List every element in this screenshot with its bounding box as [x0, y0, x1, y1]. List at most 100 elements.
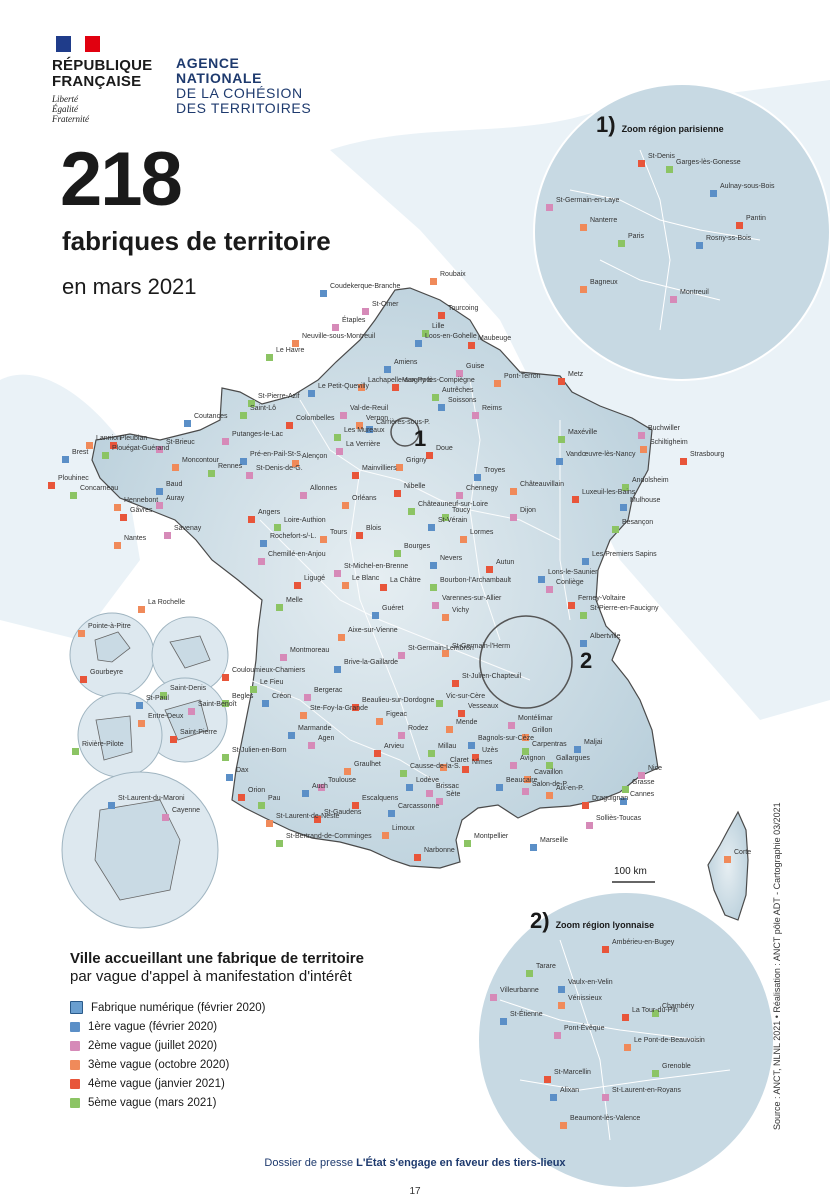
- city-marker: [138, 720, 145, 727]
- city-label: Amiens: [394, 359, 418, 366]
- city-marker: [334, 666, 341, 673]
- city-marker: [582, 558, 589, 565]
- city-label: Nibelle: [404, 483, 426, 490]
- city-marker: [494, 380, 501, 387]
- city-label: Albertville: [590, 633, 620, 640]
- city-marker: [308, 742, 315, 749]
- city-label: Salon-de-P.: [532, 781, 568, 788]
- city-marker: [276, 840, 283, 847]
- city-label: Rennes: [218, 463, 243, 470]
- city-marker: [472, 754, 479, 761]
- city-label: St-Germain-l'Herm: [452, 643, 510, 650]
- city-label: Le Havre: [276, 347, 305, 354]
- city-label: Schiltigheim: [650, 439, 688, 446]
- city-marker: [374, 750, 381, 757]
- city-label: Pau: [268, 795, 281, 802]
- city-marker: [612, 526, 619, 533]
- city-label: St-Laurent-du-Maroni: [118, 795, 185, 802]
- legend-item: 4ème vague (janvier 2021): [70, 1074, 266, 1093]
- city-marker: [108, 802, 115, 809]
- city-label: Loire-Authion: [284, 517, 326, 524]
- city-marker: [474, 474, 481, 481]
- city-label: La Tour-du-Pin: [632, 1007, 678, 1014]
- city-marker: [622, 484, 629, 491]
- city-label: St-Vérain: [438, 517, 467, 524]
- city-label: Les Mureaux: [344, 427, 385, 434]
- city-label: Bergerac: [314, 687, 343, 694]
- city-label: Montpellier: [474, 833, 509, 840]
- city-label: Gourbeyre: [90, 669, 123, 676]
- city-label: Besançon: [622, 519, 653, 526]
- city-marker: [456, 370, 463, 377]
- city-label: Nevers: [440, 555, 463, 562]
- city-label: Saint-Benoît: [198, 701, 237, 708]
- city-label: Ferney-Voltaire: [578, 595, 626, 602]
- city-marker: [358, 384, 365, 391]
- city-label: Aulnay-sous-Bois: [720, 183, 775, 190]
- city-label: Grenoble: [662, 1063, 691, 1070]
- city-label: Vaulx-en-Velin: [568, 979, 613, 986]
- city-marker: [280, 654, 287, 661]
- city-label: Limoux: [392, 825, 415, 832]
- city-marker: [86, 442, 93, 449]
- city-marker: [156, 446, 163, 453]
- city-label: Chambéry: [662, 1003, 695, 1010]
- city-marker: [510, 762, 517, 769]
- city-label: Brive-la-Gaillarde: [344, 659, 398, 666]
- city-label: Garges-lès-Gonesse: [676, 159, 741, 166]
- city-label: La Rochelle: [148, 599, 185, 606]
- city-marker: [546, 586, 553, 593]
- zoom-paris-borders: [569, 149, 761, 331]
- city-label: Blois: [366, 525, 382, 532]
- city-marker: [510, 514, 517, 521]
- city-marker: [522, 748, 529, 755]
- city-marker: [638, 772, 645, 779]
- city-label: Dijon: [520, 507, 536, 514]
- city-marker: [376, 718, 383, 725]
- city-marker: [556, 458, 563, 465]
- city-marker: [446, 726, 453, 733]
- city-label: Rivière-Pilote: [82, 741, 124, 748]
- legend-item: 2ème vague (juillet 2020): [70, 1036, 266, 1055]
- city-marker: [580, 286, 587, 293]
- city-label: Mainvilliers: [362, 465, 397, 472]
- scale-label: 100 km: [614, 866, 647, 877]
- city-marker: [550, 1094, 557, 1101]
- city-marker: [110, 442, 117, 449]
- city-label: Pré-en-Pail-St-S.: [250, 451, 303, 458]
- city-label: La Verrière: [346, 441, 380, 448]
- city-marker: [415, 340, 422, 347]
- city-marker: [250, 686, 257, 693]
- city-label: Reims: [482, 405, 502, 412]
- fabrique-numerique-icon: [70, 1001, 83, 1014]
- legend-title: Ville accueillant une fabrique de territ…: [70, 950, 364, 967]
- city-label: Putanges-le-Lac: [232, 431, 283, 438]
- city-marker: [356, 532, 363, 539]
- city-label: Grillon: [532, 727, 552, 734]
- city-marker: [462, 766, 469, 773]
- city-label: Val-de-Reuil: [350, 405, 388, 412]
- island-shapes: [94, 631, 211, 901]
- city-label: Hennebont: [124, 497, 158, 504]
- city-marker: [308, 390, 315, 397]
- city-marker: [442, 614, 449, 621]
- city-marker: [736, 222, 743, 229]
- city-marker: [352, 802, 359, 809]
- wave5-icon: [70, 1097, 80, 1108]
- city-label: Carcassonne: [398, 803, 439, 810]
- city-label: Le Blanc: [352, 575, 380, 582]
- city-label: Beaulieu-sur-Dordogne: [362, 697, 434, 704]
- city-marker: [138, 606, 145, 613]
- city-marker: [114, 542, 121, 549]
- city-marker: [260, 540, 267, 547]
- city-marker: [304, 694, 311, 701]
- city-marker: [262, 700, 269, 707]
- city-label: Entre-Deux: [148, 713, 184, 720]
- city-marker: [486, 566, 493, 573]
- city-label: Angers: [258, 509, 281, 516]
- city-label: Paris: [628, 233, 644, 240]
- city-marker: [580, 612, 587, 619]
- city-marker: [468, 742, 475, 749]
- city-label: Carrières-sous-P.: [376, 419, 430, 426]
